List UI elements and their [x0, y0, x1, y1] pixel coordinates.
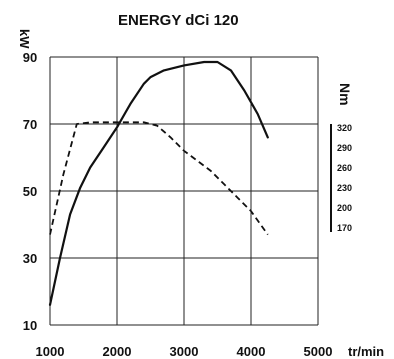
power-curve	[48, 60, 269, 306]
y-left-axis-label: kW	[17, 29, 32, 49]
text-layer: ENERGY dCi 120 kW Nm 10 30 50 70 90 1000 2000 3000…	[17, 12, 384, 359]
y-right-tick-label: 320	[337, 123, 352, 133]
x-tick-label: 2000	[103, 344, 132, 359]
x-tick-label: 5000	[304, 344, 333, 359]
series-layer	[48, 60, 269, 306]
grid	[49, 56, 332, 326]
x-axis-label: tr/min	[348, 344, 384, 359]
y-right-tick-label: 170	[337, 223, 352, 233]
y-left-tick-label: 70	[23, 117, 37, 132]
x-tick-label: 3000	[170, 344, 199, 359]
y-left-tick-label: 50	[23, 184, 37, 199]
y-left-tick-label: 90	[23, 50, 37, 65]
torque-curve	[49, 121, 269, 236]
y-left-tick-label: 10	[23, 318, 37, 333]
chart-title: ENERGY dCi 120	[118, 12, 239, 29]
y-right-axis-label: Nm	[337, 83, 353, 106]
x-tick-label: 4000	[237, 344, 266, 359]
y-right-tick-label: 230	[337, 183, 352, 193]
y-right-tick-label: 200	[337, 203, 352, 213]
x-tick-label: 1000	[36, 344, 65, 359]
y-right-tick-label: 260	[337, 163, 352, 173]
y-left-tick-label: 30	[23, 251, 37, 266]
y-right-tick-label: 290	[337, 143, 352, 153]
